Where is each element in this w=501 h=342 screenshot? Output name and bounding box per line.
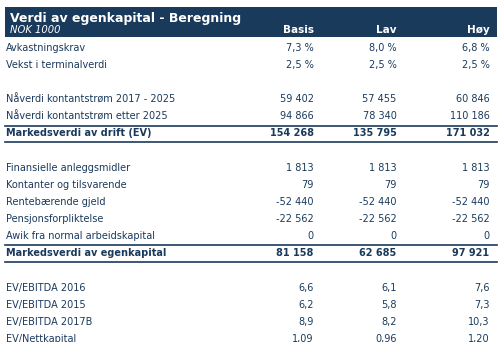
Text: 7,6: 7,6	[473, 282, 488, 292]
Text: 154 268: 154 268	[269, 129, 313, 139]
Text: Pensjonsforpliktelse: Pensjonsforpliktelse	[6, 214, 103, 224]
Text: Vekst i terminalverdi: Vekst i terminalverdi	[6, 60, 107, 70]
Text: 6,6: 6,6	[298, 282, 313, 292]
Text: 7,3 %: 7,3 %	[286, 43, 313, 53]
Text: 0,96: 0,96	[374, 334, 396, 342]
Text: 8,9: 8,9	[298, 317, 313, 327]
Text: -22 562: -22 562	[451, 214, 488, 224]
Text: Avkastningskrav: Avkastningskrav	[6, 43, 86, 53]
Text: 1 813: 1 813	[461, 163, 488, 173]
Text: 6,2: 6,2	[298, 300, 313, 310]
Text: 79: 79	[476, 180, 488, 190]
Text: Rentebærende gjeld: Rentebærende gjeld	[6, 197, 105, 207]
Text: -52 440: -52 440	[451, 197, 488, 207]
Text: Verdi av egenkapital - Beregning: Verdi av egenkapital - Beregning	[10, 12, 240, 25]
Text: 1 813: 1 813	[368, 163, 396, 173]
Text: 60 846: 60 846	[455, 94, 488, 104]
Text: 6,1: 6,1	[380, 282, 396, 292]
Text: -22 562: -22 562	[358, 214, 396, 224]
Text: 7,3: 7,3	[473, 300, 488, 310]
Text: 79: 79	[301, 180, 313, 190]
Text: Finansielle anleggsmidler: Finansielle anleggsmidler	[6, 163, 130, 173]
Text: Høy: Høy	[466, 25, 488, 35]
Text: 78 340: 78 340	[362, 111, 396, 121]
Text: 10,3: 10,3	[467, 317, 488, 327]
Text: 2,5 %: 2,5 %	[460, 60, 488, 70]
Text: Nåverdi kontantstrøm 2017 - 2025: Nåverdi kontantstrøm 2017 - 2025	[6, 94, 175, 104]
Text: EV/Nettkapital: EV/Nettkapital	[6, 334, 76, 342]
Text: 1 813: 1 813	[286, 163, 313, 173]
Text: EV/EBITDA 2015: EV/EBITDA 2015	[6, 300, 86, 310]
Text: NOK 1000: NOK 1000	[10, 25, 61, 35]
Text: 2,5 %: 2,5 %	[285, 60, 313, 70]
Text: Nåverdi kontantstrøm etter 2025: Nåverdi kontantstrøm etter 2025	[6, 111, 167, 121]
Text: Basis: Basis	[282, 25, 313, 35]
Text: 8,0 %: 8,0 %	[368, 43, 396, 53]
Text: 1,20: 1,20	[467, 334, 488, 342]
Text: 110 186: 110 186	[449, 111, 488, 121]
Text: -52 440: -52 440	[358, 197, 396, 207]
FancyBboxPatch shape	[5, 6, 496, 37]
Text: 81 158: 81 158	[276, 248, 313, 258]
Text: Markedsverdi av egenkapital: Markedsverdi av egenkapital	[6, 248, 166, 258]
Text: 0: 0	[482, 231, 488, 241]
Text: 8,2: 8,2	[380, 317, 396, 327]
Text: 79: 79	[383, 180, 396, 190]
Text: EV/EBITDA 2017B: EV/EBITDA 2017B	[6, 317, 92, 327]
Text: 2,5 %: 2,5 %	[368, 60, 396, 70]
Text: 1,09: 1,09	[292, 334, 313, 342]
Text: Awik fra normal arbeidskapital: Awik fra normal arbeidskapital	[6, 231, 155, 241]
Text: Lav: Lav	[375, 25, 396, 35]
Text: 62 685: 62 685	[359, 248, 396, 258]
Text: 59 402: 59 402	[279, 94, 313, 104]
Text: -22 562: -22 562	[276, 214, 313, 224]
Text: Markedsverdi av drift (EV): Markedsverdi av drift (EV)	[6, 129, 151, 139]
Text: 5,8: 5,8	[380, 300, 396, 310]
Text: 6,8 %: 6,8 %	[461, 43, 488, 53]
Text: 171 032: 171 032	[445, 129, 488, 139]
Text: 97 921: 97 921	[451, 248, 488, 258]
Text: Kontanter og tilsvarende: Kontanter og tilsvarende	[6, 180, 126, 190]
Text: EV/EBITDA 2016: EV/EBITDA 2016	[6, 282, 85, 292]
Text: 94 866: 94 866	[280, 111, 313, 121]
Text: 135 795: 135 795	[352, 129, 396, 139]
Text: 0: 0	[390, 231, 396, 241]
Text: 57 455: 57 455	[362, 94, 396, 104]
Text: -52 440: -52 440	[276, 197, 313, 207]
Text: 0: 0	[307, 231, 313, 241]
